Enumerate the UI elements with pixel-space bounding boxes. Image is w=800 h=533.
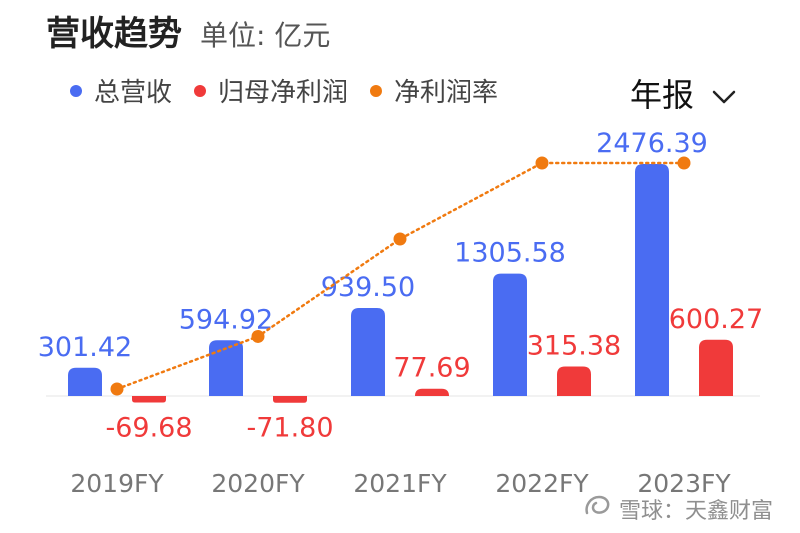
unit-label: 单位: 亿元 [200,19,331,52]
snowball-logo-icon [583,493,611,525]
margin-point [677,156,691,170]
profit-value-label: 77.69 [393,353,470,384]
margin-point [110,382,124,396]
watermark-text: 雪球：天鑫财富 [619,499,774,524]
x-tick-label: 2020FY [211,469,305,498]
profit-bar [557,366,591,396]
revenue-value-label: 2476.39 [596,128,708,159]
chart-header: 营收趋势 单位: 亿元 [46,6,331,54]
margin-line [115,161,686,391]
revenue-bar [351,307,385,396]
profit-value-label: -71.80 [246,413,333,444]
revenue-bar [209,340,243,396]
legend: 总营收 归母净利润 净利润率 [70,72,520,109]
legend-item-revenue[interactable]: 总营收 [70,72,172,109]
revenue-value-label: 1305.58 [454,238,566,269]
x-tick-label: 2021FY [353,469,447,498]
profit-value-label: -69.68 [105,413,192,444]
page-title: 营收趋势 [46,14,182,54]
x-tick-label: 2023FY [637,469,731,498]
profit-bar [699,339,733,396]
margin-point [393,232,407,246]
legend-dot-revenue [70,84,82,97]
revenue-value-label: 301.42 [38,332,132,363]
margin-point [535,156,549,170]
legend-dot-margin [370,84,383,97]
profit-bar [132,396,166,403]
profit-value-label: 600.27 [669,304,763,335]
watermark: 雪球：天鑫财富 [583,493,773,525]
legend-label-profit: 归母净利润 [218,78,349,108]
x-tick-label: 2022FY [495,469,589,498]
legend-item-margin[interactable]: 净利润率 [370,72,498,109]
profit-bar [273,396,307,403]
legend-dot-profit [194,84,207,97]
chevron-down-icon [712,74,736,112]
x-tick-label: 2019FY [70,469,164,498]
legend-item-profit[interactable]: 归母净利润 [194,72,348,109]
period-selector-label: 年报 [630,76,695,114]
period-selector[interactable]: 年报 [630,70,736,116]
revenue-bar [635,164,669,396]
legend-label-margin: 净利润率 [394,78,499,108]
margin-point [251,329,265,343]
revenue-bar [493,273,527,396]
revenue-value-label: 939.50 [321,272,415,303]
profit-value-label: 315.38 [527,330,621,361]
revenue-bar [68,367,102,396]
legend-label-revenue: 总营收 [94,78,173,108]
profit-bar [415,388,449,396]
